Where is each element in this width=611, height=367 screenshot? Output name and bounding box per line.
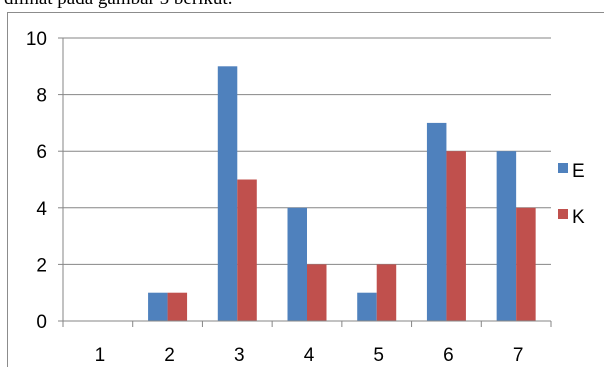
bar-K-7	[516, 207, 536, 321]
bar-E-6	[426, 122, 447, 322]
caption-text: dilihat pada gambar 5 berikut.	[4, 0, 232, 10]
axes	[58, 37, 552, 327]
y-tick-label: 8	[36, 86, 47, 107]
y-tick-label: 10	[26, 29, 47, 50]
y-tick-label: 4	[36, 199, 47, 220]
y-tick-label: 2	[36, 255, 47, 276]
bar-K-4	[307, 264, 327, 321]
bar-E-5	[357, 292, 377, 321]
bar-K-6	[446, 151, 466, 321]
x-tick-label: 3	[234, 345, 245, 366]
bar-K-2	[167, 292, 188, 321]
x-tick-label: 5	[373, 345, 384, 366]
bar-E-3	[217, 66, 238, 321]
y-tick-label: 0	[36, 312, 47, 333]
x-tick-label: 6	[443, 345, 454, 366]
legend-label-K: K	[572, 207, 585, 228]
bar-K-3	[237, 179, 257, 321]
y-tick-label: 6	[36, 142, 47, 163]
legend: EK	[558, 161, 585, 228]
x-tick-label: 2	[164, 345, 175, 366]
bar-K-5	[376, 264, 397, 321]
legend-swatch-K	[558, 209, 568, 219]
bars	[148, 66, 536, 322]
bar-E-4	[287, 207, 307, 321]
x-tick-label: 7	[513, 345, 524, 366]
legend-swatch-E	[558, 163, 568, 173]
bar-E-7	[496, 151, 517, 321]
x-tick-label: 4	[304, 345, 315, 366]
legend-label-E: E	[572, 161, 585, 182]
chart-frame	[7, 12, 604, 367]
x-tick-label: 1	[95, 345, 106, 366]
bar-E-2	[148, 292, 168, 321]
